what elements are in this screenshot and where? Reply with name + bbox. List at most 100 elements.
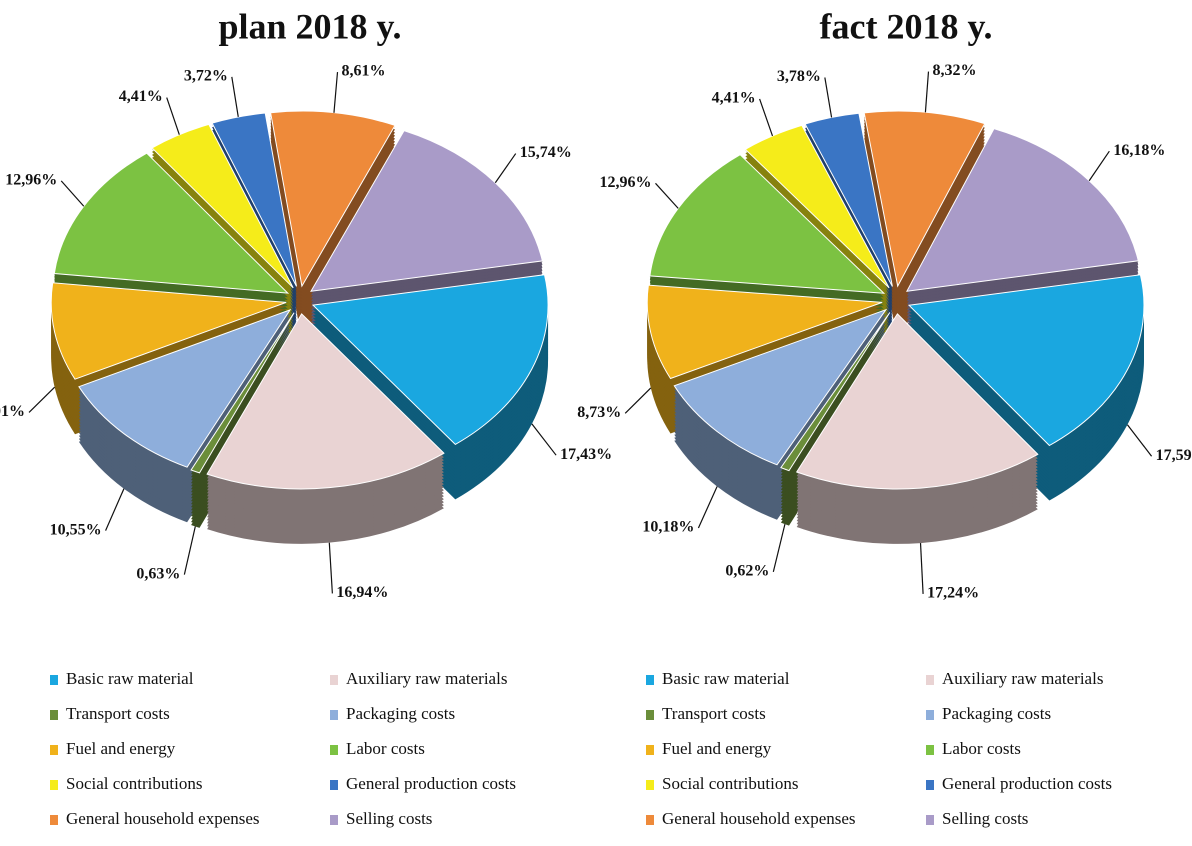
value-label: 8,61%: [342, 63, 386, 80]
slice: [206, 313, 445, 490]
value-label: 12,96%: [5, 172, 57, 189]
slice: [649, 154, 886, 294]
legend-label: Social contributions: [66, 774, 202, 793]
legend-swatch: [646, 815, 654, 825]
legend-label: Selling costs: [942, 809, 1028, 828]
leader-line: [531, 423, 557, 456]
value-label: 3,78%: [777, 68, 821, 85]
value-label: 16,94%: [336, 584, 388, 601]
legend-label: Packaging costs: [942, 704, 1051, 723]
slice: [646, 284, 883, 380]
legend-label: Social contributions: [662, 774, 798, 793]
value-label: 17,24%: [927, 585, 979, 602]
value-label: 4,41%: [119, 88, 163, 105]
value-label: 4,41%: [712, 90, 756, 107]
leader-line: [624, 387, 652, 414]
chart-title: fact 2018 y.: [820, 6, 993, 46]
legend-swatch: [50, 815, 58, 825]
legend-swatch: [330, 815, 338, 825]
slice: [905, 128, 1139, 292]
value-label: 15,74%: [520, 144, 572, 161]
leader-line: [1088, 150, 1110, 182]
legend-swatch: [646, 780, 654, 790]
legend-label: Basic raw material: [66, 669, 194, 688]
legend-swatch: [50, 745, 58, 755]
slice: [907, 274, 1145, 447]
leader-line: [824, 77, 833, 118]
leader-line: [231, 76, 239, 117]
legend-swatch: [926, 780, 934, 790]
value-label: 3,72%: [184, 68, 228, 85]
legend-label: General household expenses: [662, 809, 856, 828]
leader-line: [697, 486, 718, 529]
slice: [78, 308, 292, 468]
slice: [50, 282, 287, 380]
value-label: 8,73%: [577, 404, 621, 421]
leader-line: [333, 72, 339, 113]
legend-swatch: [330, 675, 338, 685]
legend-swatch: [330, 710, 338, 720]
slice: [804, 112, 893, 287]
leader-line: [105, 488, 125, 531]
leader-line: [759, 98, 774, 137]
leader-line: [166, 97, 180, 135]
legend-label: Labor costs: [942, 739, 1021, 758]
legend-label: Auxiliary raw materials: [942, 669, 1103, 688]
legend-swatch: [646, 710, 654, 720]
legend-swatch: [926, 745, 934, 755]
slice: [744, 124, 890, 289]
legend-swatch: [926, 815, 934, 825]
leader-line: [60, 180, 85, 207]
value-label: 0,63%: [136, 565, 180, 582]
leader-line: [772, 524, 786, 573]
legend-swatch: [330, 745, 338, 755]
value-label: 10,55%: [50, 521, 102, 538]
leader-line: [1126, 424, 1153, 457]
legend-label: Fuel and energy: [66, 739, 176, 758]
leader-line: [655, 182, 679, 209]
leader-line: [328, 542, 333, 594]
value-label: 10,18%: [642, 519, 694, 536]
value-label: 9,01%: [0, 403, 25, 420]
leader-line: [924, 71, 930, 113]
legend-label: Basic raw material: [662, 669, 790, 688]
slice: [190, 312, 295, 474]
slice: [795, 313, 1039, 490]
value-label: 17,59%: [1156, 447, 1192, 464]
slice: [211, 112, 297, 287]
legend-label: Selling costs: [346, 809, 432, 828]
slice: [780, 312, 891, 472]
slice: [310, 130, 544, 292]
legend-label: General production costs: [346, 774, 516, 793]
legend-swatch: [330, 780, 338, 790]
legend-label: Packaging costs: [346, 704, 455, 723]
legend-swatch: [50, 780, 58, 790]
slice: [863, 110, 986, 288]
legend-label: Transport costs: [66, 704, 170, 723]
legend-swatch: [50, 710, 58, 720]
legend-swatch: [926, 710, 934, 720]
slice: [673, 308, 888, 466]
value-label: 16,18%: [1113, 142, 1165, 159]
leader-line: [919, 543, 924, 594]
legend-label: Auxiliary raw materials: [346, 669, 507, 688]
value-label: 12,96%: [599, 174, 651, 191]
leader-line: [494, 153, 517, 184]
legend-swatch: [926, 675, 934, 685]
leader-line: [183, 526, 196, 575]
value-label: 8,32%: [932, 62, 976, 79]
legend-swatch: [646, 675, 654, 685]
slice: [53, 152, 290, 294]
chart-title: plan 2018 y.: [218, 6, 401, 46]
legend-swatch: [646, 745, 654, 755]
pie-chart: plan 2018 y. 17,43% 16,94% 0,63% 10,55% 9,01%…: [0, 6, 612, 828]
legend-label: Transport costs: [662, 704, 766, 723]
legend-label: Labor costs: [346, 739, 425, 758]
slice: [311, 274, 549, 446]
legend-swatch: [50, 675, 58, 685]
value-label: 17,43%: [560, 446, 612, 463]
legend-label: General household expenses: [66, 809, 260, 828]
legend-label: General production costs: [942, 774, 1112, 793]
leader-line: [28, 386, 56, 413]
